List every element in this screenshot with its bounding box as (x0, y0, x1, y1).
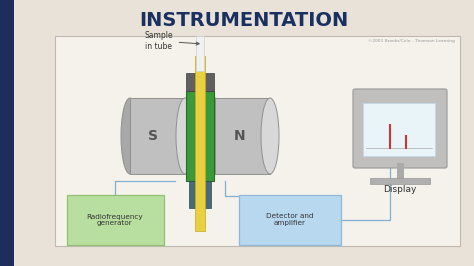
Text: Sample
in tube: Sample in tube (145, 31, 199, 51)
Text: N: N (234, 129, 246, 143)
Text: Display: Display (383, 185, 417, 194)
Text: ©2001 Brooks/Cole - Thomson Learning: ©2001 Brooks/Cole - Thomson Learning (368, 39, 455, 43)
Ellipse shape (261, 98, 279, 174)
Bar (196, 36, 204, 71)
Bar (195, 56, 205, 231)
Bar (0, 0, 14, 266)
Bar (186, 91, 214, 181)
Text: Radiofrequency
generator: Radiofrequency generator (87, 214, 143, 227)
Bar (215, 98, 270, 174)
Text: Detector and
amplifier: Detector and amplifier (266, 214, 314, 227)
Bar (370, 178, 430, 184)
Text: S: S (148, 129, 158, 143)
Ellipse shape (121, 98, 139, 174)
Bar (363, 103, 435, 156)
Bar (189, 181, 211, 208)
Text: INSTRUMENTATION: INSTRUMENTATION (139, 10, 348, 30)
Bar (55, 36, 460, 246)
Bar (130, 98, 185, 174)
Bar (186, 73, 214, 91)
FancyBboxPatch shape (353, 89, 447, 168)
FancyBboxPatch shape (67, 195, 164, 245)
Ellipse shape (206, 98, 224, 174)
FancyBboxPatch shape (239, 195, 341, 245)
Ellipse shape (176, 98, 194, 174)
